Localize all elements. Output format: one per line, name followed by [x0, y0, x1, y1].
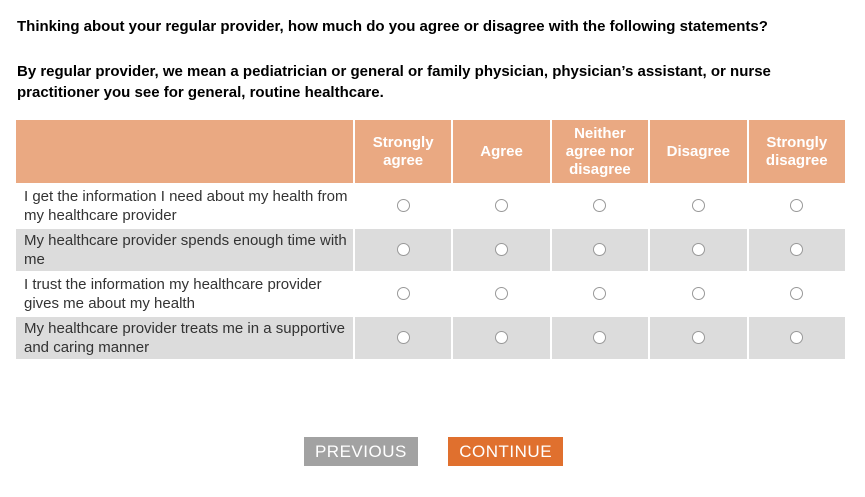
option-cell [354, 317, 452, 359]
radio-button[interactable] [593, 331, 607, 345]
column-header: Agree [453, 120, 550, 183]
column-header: Strongly disagree [748, 120, 845, 183]
radio-button[interactable] [790, 199, 804, 213]
matrix-header-row: Strongly agree Agree Neither agree nor dis… [16, 120, 845, 183]
option-cell [551, 317, 649, 359]
option-cell [748, 185, 845, 227]
agreement-matrix: Strongly agree Agree Neither agree nor dis… [14, 118, 847, 361]
continue-button[interactable]: CONTINUE [448, 437, 564, 466]
statement-cell: My healthcare provider treats me in a su… [16, 317, 353, 359]
matrix-row: My healthcare provider treats me in a su… [16, 317, 845, 359]
radio-button[interactable] [691, 243, 705, 257]
option-cell [354, 185, 452, 227]
column-header: Strongly agree [354, 120, 452, 183]
matrix-row: I get the information I need about my he… [16, 185, 845, 227]
statement-cell: I trust the information my healthcare pr… [16, 273, 353, 315]
question-description: By regular provider, we mean a pediatric… [17, 63, 771, 101]
radio-button[interactable] [593, 243, 607, 257]
statement-cell: I get the information I need about my he… [16, 185, 353, 227]
option-cell [453, 229, 550, 271]
radio-button[interactable] [396, 287, 410, 301]
option-cell [453, 273, 550, 315]
radio-button[interactable] [495, 199, 509, 213]
matrix-body: I get the information I need about my he… [16, 185, 845, 359]
column-header: Neither agree nor disagree [551, 120, 649, 183]
option-cell [650, 185, 747, 227]
matrix-row: I trust the information my healthcare pr… [16, 273, 845, 315]
option-cell [748, 273, 845, 315]
option-cell [748, 317, 845, 359]
navigation-buttons: PREVIOUS CONTINUE [17, 437, 850, 466]
option-cell [551, 273, 649, 315]
radio-button[interactable] [790, 243, 804, 257]
option-cell [551, 185, 649, 227]
question-text: Thinking about your regular provider, ho… [17, 18, 768, 35]
previous-button[interactable]: PREVIOUS [303, 437, 418, 466]
radio-button[interactable] [593, 199, 607, 213]
option-cell [453, 317, 550, 359]
radio-button[interactable] [593, 287, 607, 301]
option-cell [650, 273, 747, 315]
option-cell [453, 185, 550, 227]
radio-button[interactable] [396, 199, 410, 213]
radio-button[interactable] [396, 331, 410, 345]
radio-button[interactable] [790, 331, 804, 345]
matrix-row: My healthcare provider spends enough tim… [16, 229, 845, 271]
option-cell [650, 317, 747, 359]
option-cell [551, 229, 649, 271]
radio-button[interactable] [495, 287, 509, 301]
matrix-corner-cell [16, 120, 353, 183]
radio-button[interactable] [691, 287, 705, 301]
option-cell [354, 273, 452, 315]
option-cell [354, 229, 452, 271]
column-header: Disagree [650, 120, 747, 183]
radio-button[interactable] [495, 243, 509, 257]
option-cell [748, 229, 845, 271]
option-cell [650, 229, 747, 271]
radio-button[interactable] [691, 199, 705, 213]
radio-button[interactable] [691, 331, 705, 345]
radio-button[interactable] [396, 243, 410, 257]
radio-button[interactable] [495, 331, 509, 345]
radio-button[interactable] [790, 287, 804, 301]
statement-cell: My healthcare provider spends enough tim… [16, 229, 353, 271]
